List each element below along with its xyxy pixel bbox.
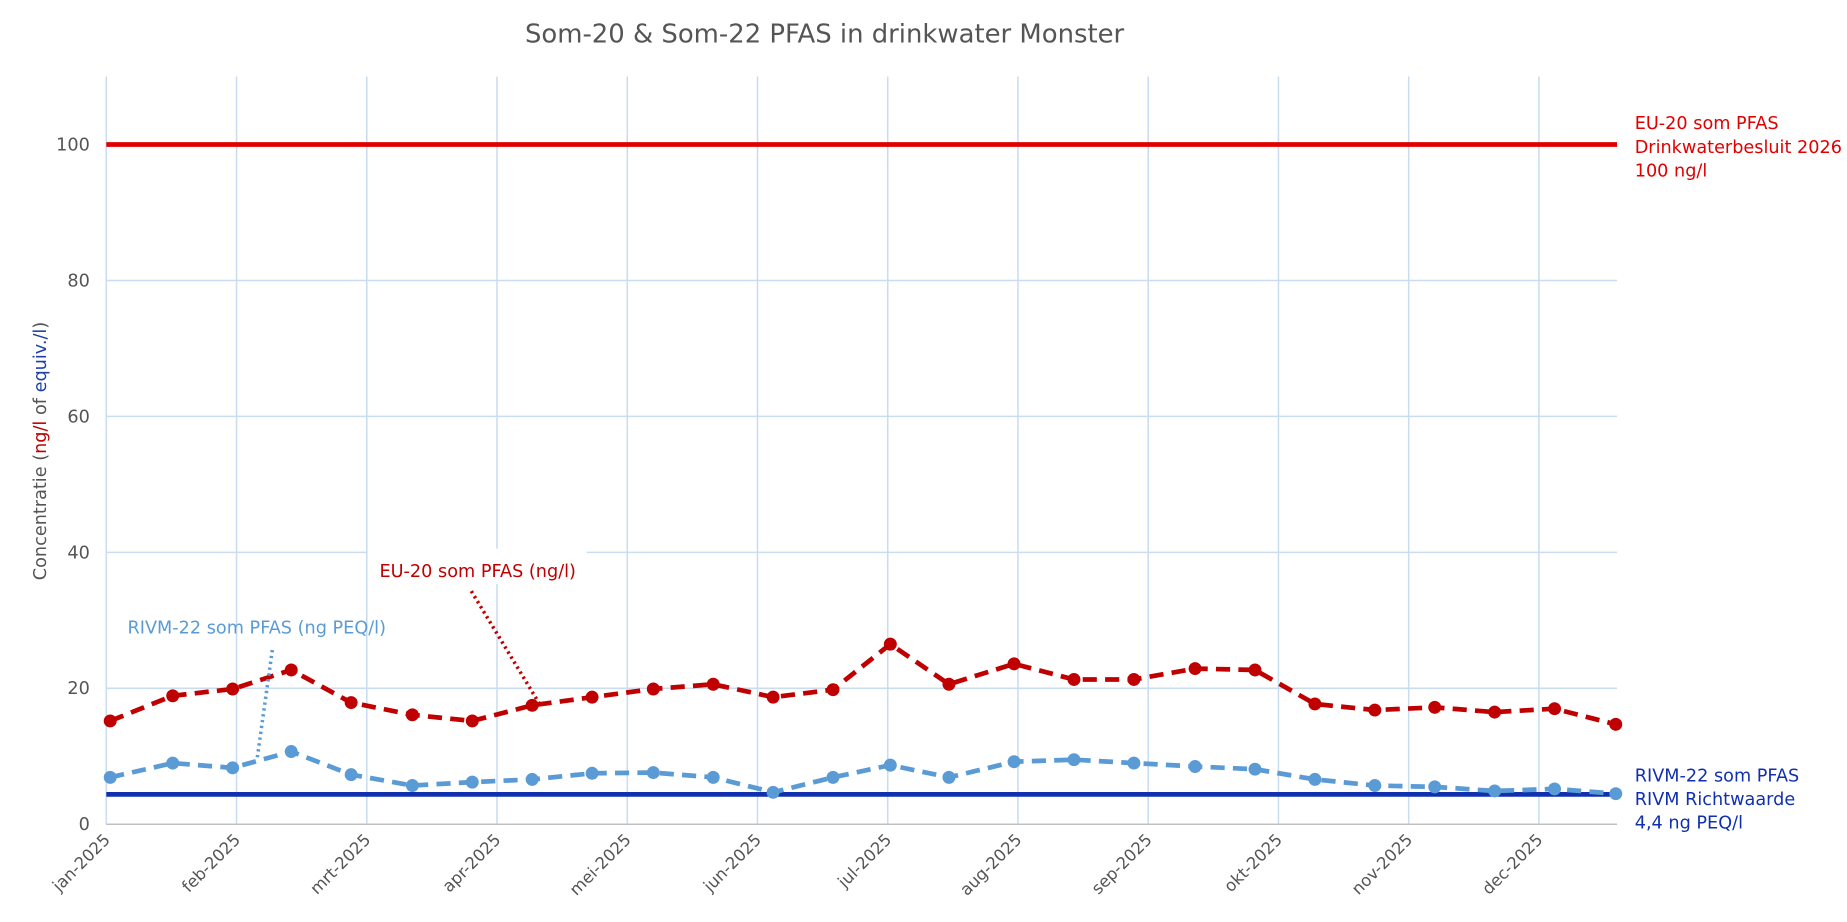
data-point [465, 714, 479, 728]
data-point [1488, 705, 1502, 719]
data-point [1609, 787, 1623, 801]
data-point [284, 663, 298, 677]
y-tick-label: 100 [56, 135, 90, 155]
data-point [1308, 697, 1322, 711]
data-point [1067, 753, 1081, 767]
data-point [646, 766, 660, 780]
data-point [1188, 760, 1202, 773]
data-point [166, 756, 180, 770]
reference-label: RIVM-22 som PFAS [1635, 766, 1800, 786]
data-point [103, 714, 117, 728]
reference-label: 100 ng/l [1635, 161, 1708, 181]
reference-label: 4,4 ng PEQ/l [1635, 814, 1743, 834]
series-annotation: EU-20 som PFAS (ng/l) [379, 562, 575, 582]
data-point [1548, 702, 1562, 716]
data-point [1007, 755, 1021, 769]
data-point [1488, 784, 1502, 798]
y-axis-label-part: ng/l [31, 421, 51, 454]
data-point [1248, 663, 1262, 677]
data-point [585, 690, 599, 704]
data-point [1548, 782, 1562, 796]
series-annotation: RIVM-22 som PFAS (ng PEQ/l) [127, 619, 385, 639]
data-point [1308, 772, 1322, 786]
data-point [826, 770, 840, 784]
y-axis-label-part: equiv./l [31, 329, 51, 393]
data-point [766, 785, 780, 799]
data-point [344, 768, 358, 782]
data-point [766, 690, 780, 704]
y-tick-label: 40 [67, 543, 89, 563]
data-point [103, 770, 117, 784]
data-point [706, 770, 720, 784]
data-point [883, 637, 897, 651]
data-point [405, 708, 419, 722]
data-point [1368, 779, 1382, 792]
data-point [1067, 673, 1081, 686]
data-point [942, 677, 956, 691]
y-axis-label: Concentratie (ng/l of equiv./l) [31, 322, 51, 580]
data-point [1127, 673, 1141, 686]
series-line [109, 749, 1616, 797]
data-point [405, 779, 419, 792]
y-axis-label-part: ) [31, 322, 51, 329]
y-axis-label-part: Concentratie ( [31, 454, 51, 580]
y-tick-label: 80 [67, 271, 89, 291]
data-point [883, 758, 897, 772]
data-point [706, 677, 720, 691]
reference-label: EU-20 som PFAS [1635, 114, 1779, 134]
data-point [1428, 780, 1442, 794]
annotation-leader [469, 590, 542, 706]
data-point [1188, 662, 1202, 676]
data-point [284, 745, 298, 759]
chart-title: Som-20 & Som-22 PFAS in drinkwater Monst… [525, 19, 1125, 49]
data-point [525, 772, 539, 786]
y-axis-label-part: of [31, 392, 51, 420]
data-point [826, 683, 840, 697]
y-tick-label: 20 [67, 679, 89, 699]
annotation-leader [255, 649, 275, 760]
data-point [1609, 717, 1623, 731]
y-tick-label: 0 [79, 815, 90, 835]
data-point [226, 761, 240, 775]
data-point [525, 698, 539, 712]
data-point [585, 766, 599, 780]
reference-label: Drinkwaterbesluit 2026 [1635, 138, 1842, 158]
data-point [1428, 700, 1442, 714]
data-point [646, 682, 660, 696]
data-point [942, 770, 956, 784]
series-line [109, 641, 1617, 727]
data-point [1248, 762, 1262, 776]
data-point [226, 682, 240, 696]
data-point [465, 775, 479, 789]
data-point [1127, 756, 1141, 770]
y-tick-label: 60 [67, 407, 89, 427]
annotation-bg [367, 548, 587, 585]
data-point [166, 689, 180, 703]
reference-label: RIVM Richtwaarde [1635, 790, 1796, 810]
data-point [1368, 703, 1382, 717]
data-point [1007, 657, 1021, 671]
data-point [344, 696, 358, 710]
